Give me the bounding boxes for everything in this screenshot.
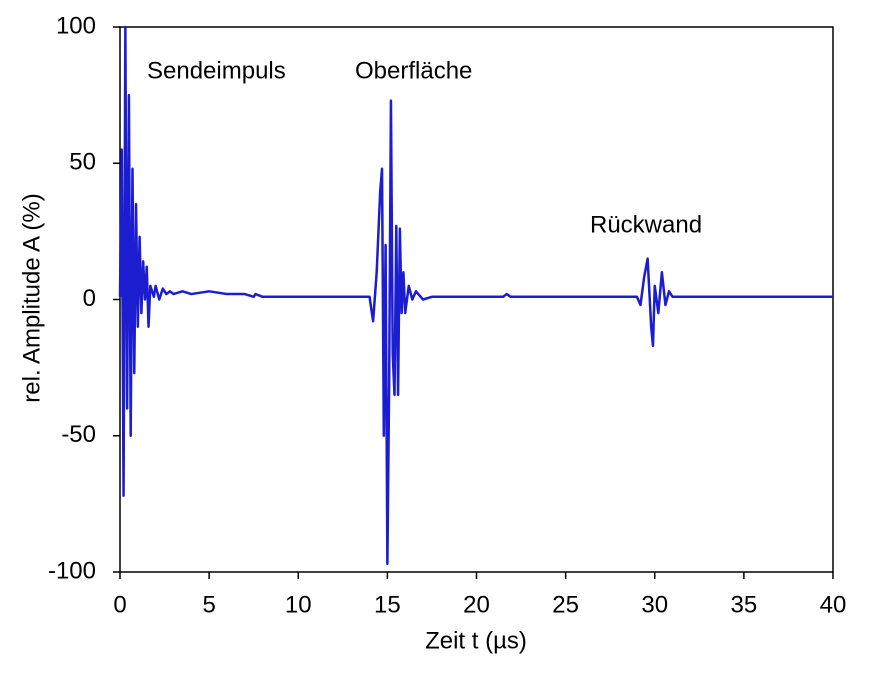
x-tick-label: 5 bbox=[202, 591, 215, 618]
x-tick-label: 25 bbox=[552, 591, 579, 618]
x-tick-label: 40 bbox=[820, 591, 847, 618]
waveform bbox=[118, 25, 833, 566]
x-tick-label: 30 bbox=[641, 591, 668, 618]
y-tick-label: 50 bbox=[69, 149, 96, 176]
y-tick-label: -100 bbox=[48, 557, 96, 584]
x-tick-label: 35 bbox=[731, 591, 758, 618]
y-axis-label: rel. Amplitude A (%) bbox=[18, 193, 45, 402]
annotation: Oberfläche bbox=[355, 57, 472, 84]
x-tick-label: 10 bbox=[285, 591, 312, 618]
y-tick-label: 100 bbox=[56, 12, 96, 39]
x-tick-label: 20 bbox=[463, 591, 490, 618]
x-tick-label: 15 bbox=[374, 591, 401, 618]
x-axis-label: Zeit t (µs) bbox=[425, 627, 527, 654]
plot-frame bbox=[119, 26, 834, 573]
annotation: Rückwand bbox=[590, 211, 702, 238]
x-tick-label: 0 bbox=[113, 591, 126, 618]
y-tick-label: 0 bbox=[83, 285, 96, 312]
y-tick-label: -50 bbox=[61, 421, 96, 448]
annotation: Sendeimpuls bbox=[147, 57, 286, 84]
